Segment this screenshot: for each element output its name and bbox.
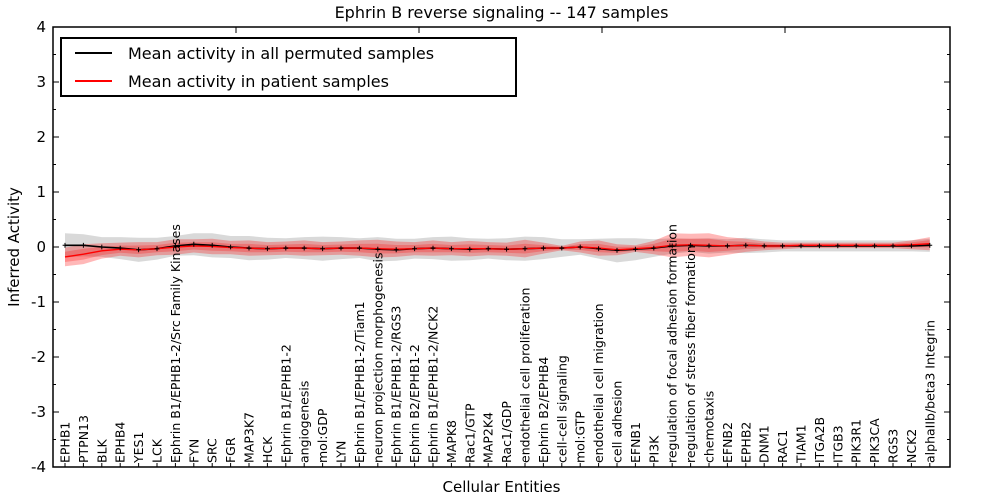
legend: Mean activity in all permuted samples Me…	[60, 37, 517, 97]
patient-inner-band	[65, 238, 930, 262]
svg-text:4: 4	[36, 18, 46, 36]
svg-text:EPHB1: EPHB1	[58, 422, 73, 463]
svg-text:MAP3K7: MAP3K7	[242, 412, 257, 463]
x-axis-label: Cellular Entities	[442, 478, 561, 496]
legend-line-permuted-icon	[75, 52, 112, 54]
svg-text:ITGB3: ITGB3	[830, 425, 845, 463]
svg-text:mol:GTP: mol:GTP	[573, 411, 588, 463]
svg-text:Ephrin B1/EPHB1-2/Tiam1: Ephrin B1/EPHB1-2/Tiam1	[352, 301, 367, 463]
svg-text:neuron projection morphogenesi: neuron projection morphogenesis	[370, 252, 385, 463]
svg-text:MAP2K4: MAP2K4	[481, 412, 496, 463]
chart-title: Ephrin B reverse signaling -- 147 sample…	[334, 3, 669, 22]
svg-text:Ephrin B2/EPHB1-2: Ephrin B2/EPHB1-2	[407, 344, 422, 463]
svg-text:endothelial cell proliferation: endothelial cell proliferation	[518, 288, 533, 463]
svg-text:chemotaxis: chemotaxis	[702, 391, 717, 463]
svg-text:alphaIIb/beta3 Integrin: alphaIIb/beta3 Integrin	[922, 320, 937, 463]
svg-text:endothelial cell migration: endothelial cell migration	[591, 303, 606, 463]
svg-text:Rac1/GTP: Rac1/GTP	[462, 403, 477, 463]
svg-text:BLK: BLK	[94, 438, 109, 463]
svg-text:DNM1: DNM1	[757, 425, 772, 463]
svg-text:Ephrin B1/EPHB1-2/Src Family K: Ephrin B1/EPHB1-2/Src Family Kinases	[168, 224, 183, 463]
svg-text:2: 2	[36, 128, 46, 146]
svg-text:EFNB1: EFNB1	[628, 422, 643, 463]
svg-text:PTPN13: PTPN13	[76, 415, 91, 463]
svg-text:LCK: LCK	[150, 438, 165, 463]
legend-item-permuted: Mean activity in all permuted samples	[62, 42, 515, 64]
svg-text:mol:GDP: mol:GDP	[315, 408, 330, 463]
svg-text:HCK: HCK	[260, 436, 275, 463]
svg-text:SRC: SRC	[205, 438, 220, 463]
svg-text:Ephrin B1/EPHB1-2: Ephrin B1/EPHB1-2	[278, 344, 293, 463]
svg-text:MAPK8: MAPK8	[444, 420, 459, 463]
svg-text:TIAM1: TIAM1	[794, 424, 809, 464]
svg-text:1: 1	[36, 183, 46, 201]
svg-text:RAC1: RAC1	[775, 430, 790, 463]
svg-text:-1: -1	[31, 293, 46, 311]
permuted-plus-markers	[62, 241, 933, 253]
svg-text:Rac1/GDP: Rac1/GDP	[499, 401, 514, 463]
svg-text:regulation of focal adhesion f: regulation of focal adhesion formation	[665, 224, 680, 463]
legend-label-permuted: Mean activity in all permuted samples	[128, 43, 435, 63]
svg-text:0: 0	[36, 238, 46, 256]
svg-text:EPHB4: EPHB4	[113, 422, 128, 463]
y-ticks	[53, 26, 950, 468]
svg-text:PI3K: PI3K	[646, 435, 661, 463]
svg-text:ITGA2B: ITGA2B	[812, 417, 827, 463]
svg-text:-3: -3	[31, 403, 46, 421]
svg-text:Ephrin B1/EPHB1-2/RGS3: Ephrin B1/EPHB1-2/RGS3	[389, 306, 404, 463]
svg-text:LYN: LYN	[334, 441, 349, 463]
x-tick-labels: EPHB1 PTPN13 BLK EPHB4 YES1 LCK Ephrin B1/EPHB…	[58, 224, 938, 464]
svg-text:Ephrin B2/EPHB4: Ephrin B2/EPHB4	[536, 357, 551, 463]
svg-text:PIK3CA: PIK3CA	[867, 418, 882, 463]
svg-text:EFNB2: EFNB2	[720, 422, 735, 463]
permuted-std-band	[65, 233, 930, 263]
patient-mean-line	[64, 243, 930, 258]
legend-line-patient-icon	[75, 80, 112, 82]
svg-text:angiogenesis: angiogenesis	[297, 381, 312, 463]
svg-text:3: 3	[36, 73, 46, 91]
patient-std-band	[65, 233, 930, 267]
svg-text:cell adhesion: cell adhesion	[610, 381, 625, 463]
legend-item-patient: Mean activity in patient samples	[62, 70, 515, 92]
y-axis-label: Inferred Activity	[5, 187, 23, 307]
svg-text:Ephrin B1/EPHB1-2/NCK2: Ephrin B1/EPHB1-2/NCK2	[426, 306, 441, 463]
legend-label-patient: Mean activity in patient samples	[128, 71, 389, 91]
svg-text:RGS3: RGS3	[886, 429, 901, 463]
svg-text:-2: -2	[31, 348, 46, 366]
svg-text:NCK2: NCK2	[904, 429, 919, 463]
svg-text:EPHB2: EPHB2	[738, 422, 753, 463]
svg-text:regulation of stress fiber for: regulation of stress fiber formation	[683, 245, 698, 463]
svg-text:cell-cell signaling: cell-cell signaling	[554, 355, 569, 463]
svg-text:FGR: FGR	[223, 437, 238, 463]
svg-text:YES1: YES1	[131, 432, 146, 464]
y-tick-labels: 4 3 2 1 0 -1 -2 -3 -4	[31, 18, 46, 476]
svg-text:-4: -4	[31, 458, 46, 476]
svg-text:FYN: FYN	[186, 439, 201, 463]
x-ticks	[64, 27, 931, 467]
svg-text:PIK3R1: PIK3R1	[849, 419, 864, 463]
